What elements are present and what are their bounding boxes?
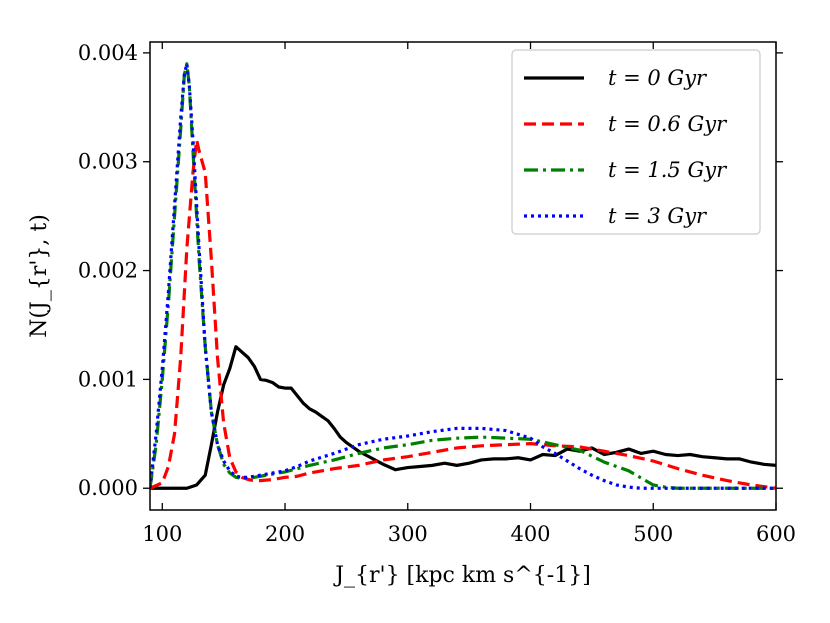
y-tick-label: 0.001 — [78, 367, 138, 391]
axes-frame — [149, 41, 777, 511]
legend-label-3: t = 1.5 Gyr — [608, 158, 728, 182]
series-line-4 — [150, 62, 776, 490]
y-axis-label: N(J_{r'}, t) — [27, 214, 52, 338]
series-line-1 — [150, 345, 776, 490]
x-tick-label: 100 — [142, 522, 182, 546]
x-tick-label: 400 — [510, 522, 550, 546]
series-line-3 — [150, 62, 776, 490]
y-tick-label: 0.004 — [78, 41, 138, 65]
legend-label-4: t = 3 Gyr — [608, 204, 708, 228]
x-tick-label: 600 — [756, 522, 796, 546]
legend: t = 0 Gyr t = 0.6 Gyr t = 1.5 Gyr t = 3 Gyr — [511, 49, 761, 235]
x-axis-label: J_{r'} [kpc km s^{-1}] — [333, 563, 591, 588]
x-tick-label: 200 — [265, 522, 305, 546]
legend-label-1: t = 0 Gyr — [608, 66, 708, 90]
series-layer — [150, 62, 776, 490]
tick-layer: 100 200 300 400 500 600 0.000 0.001 0.002 0.003 0.… — [78, 41, 796, 546]
series-line-2 — [150, 138, 776, 490]
legend-label-2: t = 0.6 Gyr — [608, 112, 728, 136]
y-tick-label: 0.000 — [78, 476, 138, 500]
x-tick-label: 300 — [388, 522, 428, 546]
y-tick-label: 0.002 — [78, 259, 138, 283]
x-tick-label: 500 — [633, 522, 673, 546]
legend-box — [511, 49, 761, 235]
y-tick-label: 0.003 — [78, 150, 138, 174]
